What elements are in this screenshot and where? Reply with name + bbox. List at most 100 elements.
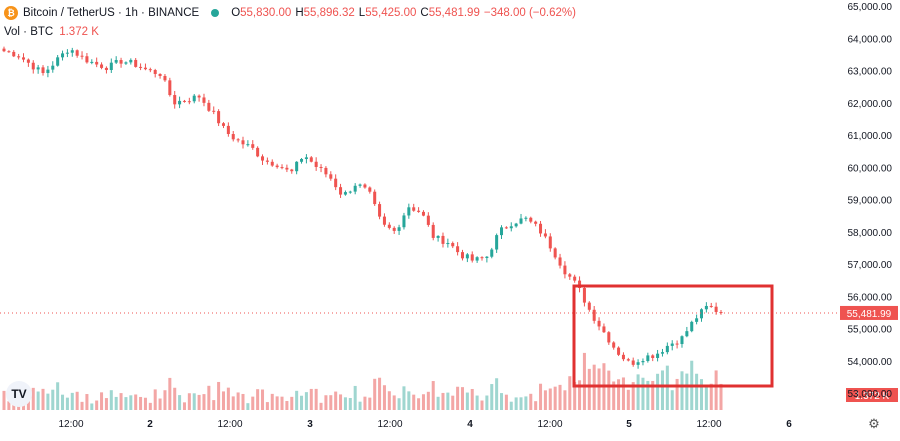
volume-bar [187,393,191,410]
candle-body [617,347,621,355]
tradingview-logo-icon[interactable]: TV [6,381,32,407]
candle-body [499,227,504,236]
candle-body [256,147,260,157]
volume-bar [436,396,440,410]
candle-body [304,157,308,160]
gear-icon[interactable]: ⚙ [868,416,880,431]
time-tick-label: 12:00 [537,419,562,430]
candle-body [373,191,377,205]
candle-body [656,353,660,359]
volume-legend[interactable]: Vol · BTC 1.372 K [4,26,99,38]
symbol-legend[interactable]: ₿ Bitcoin / TetherUS · 1h · BINANCE O 55,… [4,6,580,20]
volume-bar [256,389,260,410]
price-tick-label: 59,000.00 [848,196,893,207]
volume-bar [36,391,40,410]
close-key: C [420,7,429,19]
volume-bar [2,390,6,410]
volume-bar [378,377,382,410]
candle-body [26,59,30,63]
candle-body [495,235,499,250]
volume-bar [65,397,69,410]
volume-bar [358,401,362,410]
candle-body [709,305,713,307]
candle-body [563,265,567,275]
time-tick-label: 6 [786,419,792,430]
volume-bar [46,393,50,410]
volume-bar [612,381,616,410]
candle-body [343,192,347,195]
volume-bar [231,396,235,410]
candle-body [641,361,645,363]
volume-bar [407,391,411,410]
candle-body [612,342,616,348]
volume-bar [631,382,635,410]
volume-bar [675,378,679,410]
time-axis: 12:00 2 12:00 3 12:00 4 12:00 5 12:00 6 [58,419,792,430]
volume-bar [480,400,484,410]
candle-body [231,134,235,140]
price-tick-label: 57,000.00 [848,260,893,271]
time-tick-label: 2 [147,419,153,430]
volume-bar [563,390,567,410]
candle-body [295,161,299,172]
volume-bar [646,380,650,410]
price-tick-label: 54,000.00 [848,357,893,368]
candle-body [573,276,577,281]
volume-bar [685,373,689,410]
volume-bar [51,389,55,410]
volume-bar [465,392,469,410]
candle-body [31,62,35,70]
candle-body [300,159,304,162]
symbol-title[interactable]: Bitcoin / TetherUS · 1h · BINANCE [23,7,200,19]
candle-body [324,167,328,175]
volume-bar [129,395,133,410]
volume-bar [75,391,79,410]
candle-body [378,204,382,217]
candle-body [2,48,6,52]
volume-bar [695,373,699,410]
candle-body [548,236,552,249]
candle-body [675,343,679,345]
candle-body [509,226,513,229]
volume-value: 1.372 K [59,26,99,38]
candle-body [490,249,494,257]
volume-bar [431,381,435,410]
candle-body [539,223,543,234]
candle-body [607,332,611,343]
volume-bar [665,365,669,410]
time-tick-label: 12:00 [696,419,721,430]
candle-body [660,352,664,354]
candle-body [636,362,640,365]
volume-bar [573,382,577,410]
candle-body [553,248,557,258]
candle-body [558,257,562,266]
volume-bar [197,394,201,410]
high-key: H [295,7,304,19]
volume-bar [148,402,152,410]
open-key: O [231,7,241,19]
candle-body [241,140,245,145]
time-tick-label: 3 [307,419,313,430]
candle-body [109,62,113,71]
candle-body [621,354,625,360]
candle-body [61,53,65,58]
open-value: 55,830.00 [240,7,292,19]
time-tick-label: 5 [626,419,632,430]
volume-bar [100,392,104,410]
volume-bar [382,385,386,410]
volume-bar [207,385,211,410]
candles [2,46,723,369]
candle-body [578,280,582,289]
candle-body [85,56,89,63]
volume-bar [109,390,113,410]
candle-body [470,254,474,261]
candle-body [407,207,411,216]
volume-bar [221,391,226,410]
volume-bar [504,394,508,410]
low-value: 55,425.00 [365,7,417,19]
candle-body [387,224,391,228]
candle-body [36,67,40,70]
volume-bar [412,394,416,410]
candle-body [685,331,689,337]
